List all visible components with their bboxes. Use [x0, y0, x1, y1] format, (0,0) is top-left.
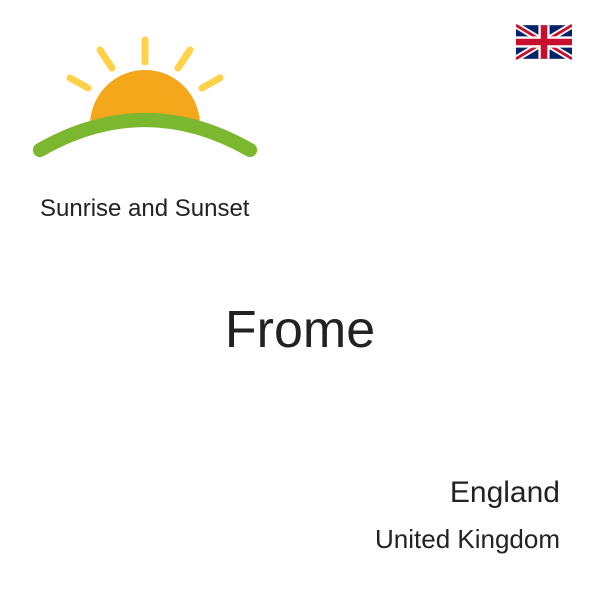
tagline-text: Sunrise and Sunset [40, 195, 249, 223]
sunrise-logo-icon [30, 30, 260, 170]
region-name: England [450, 476, 560, 510]
uk-flag-icon [516, 24, 572, 60]
country-name: United Kingdom [375, 524, 560, 555]
city-name: Frome [0, 300, 600, 360]
